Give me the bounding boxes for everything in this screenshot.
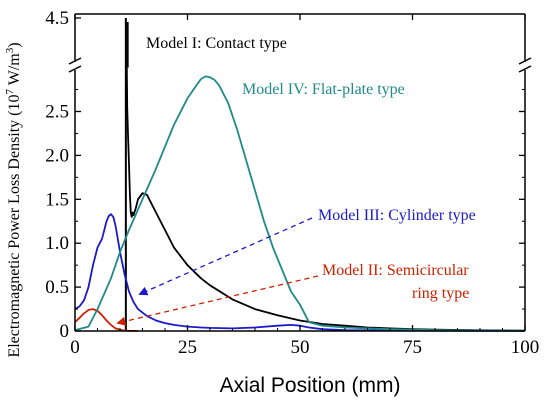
axis-break-mark-left-2: [68, 65, 82, 73]
y-tick-label: 0: [60, 321, 70, 342]
x-tick-label: 50: [291, 337, 310, 358]
x-axis-title: Axial Position (mm): [220, 374, 401, 397]
annotation-label: Model II: Semicircular: [322, 262, 469, 279]
annotation-arrow-cylinder: [138, 217, 313, 296]
series-line-1: [125, 67, 526, 332]
annotation-label: Model IV: Flat-plate type: [242, 81, 405, 98]
y-axis-title: Electromagnetic Power Loss Density (107 …: [4, 42, 23, 357]
y-axis-title-exp2: 3: [4, 47, 16, 53]
y-tick-label: 1.0: [45, 233, 69, 254]
series-line-4: [74, 75, 526, 332]
ticks-group: 0 25 50 75 100 0 0.5 1.0 1.5 2.0 2.5 4.5: [45, 8, 539, 358]
annotation-label: ring type: [412, 285, 469, 302]
y-tick-label: 2.0: [45, 145, 69, 166]
y-axis-title-prefix: Electromagnetic Power Loss Density (10: [6, 94, 23, 357]
y-tick-label: 2.5: [45, 102, 69, 123]
axis-break-mark-right-1: [518, 57, 532, 65]
x-tick-label: 75: [403, 337, 422, 358]
y-axis-title-exp1: 7: [4, 88, 16, 94]
y-axis-title-suffix: ): [6, 42, 23, 47]
axis-break-mark-right-2: [518, 65, 532, 73]
annotation-label: Model I: Contact type: [146, 35, 287, 52]
y-top-tick-label: 4.5: [45, 8, 69, 29]
annotations-group: Model I: Contact type Model IV: Flat-plat…: [116, 35, 476, 326]
axes-group: [68, 13, 532, 332]
y-tick-label: 0.5: [45, 277, 69, 298]
x-tick-label: 0: [70, 337, 80, 358]
series-group: [74, 18, 526, 332]
series-line-3: [74, 213, 526, 332]
axis-break-mark-left-1: [68, 57, 82, 65]
annotation-arrow-semicircular: [116, 275, 319, 326]
x-tick-label: 25: [178, 337, 197, 358]
y-axis-title-mid: W/m: [6, 53, 23, 89]
annotation-label: Model III: Cylinder type: [318, 207, 476, 224]
y-tick-label: 1.5: [45, 189, 69, 210]
x-tick-label: 100: [511, 337, 540, 358]
